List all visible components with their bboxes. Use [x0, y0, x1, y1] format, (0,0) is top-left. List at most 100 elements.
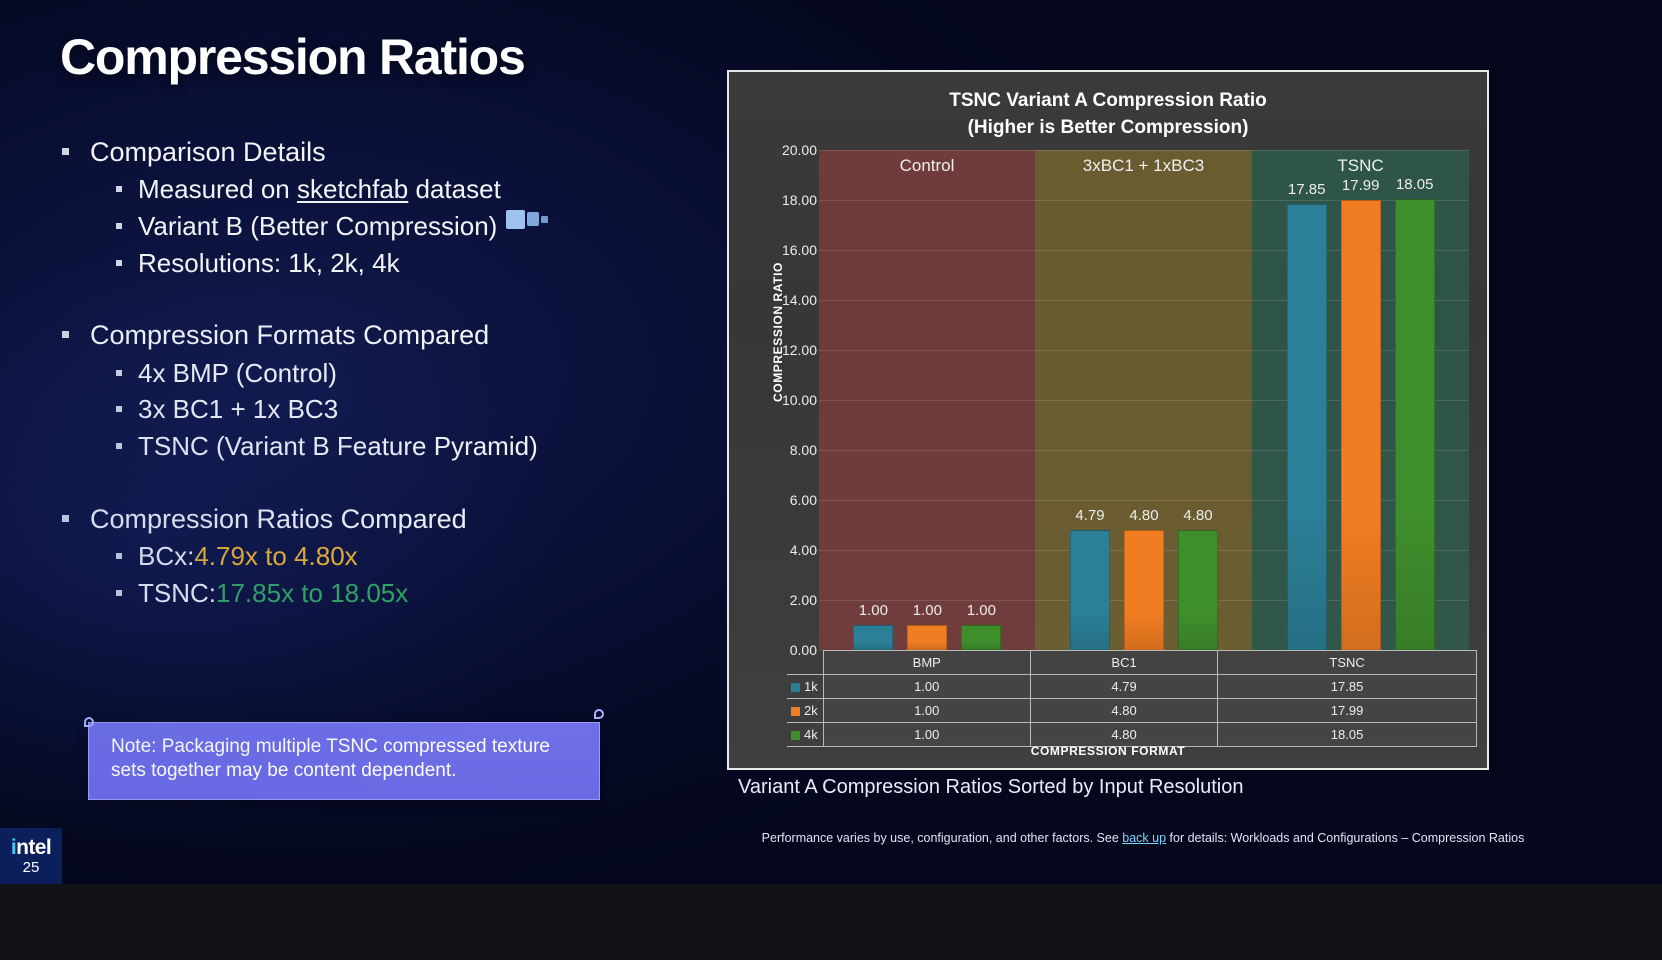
- y-axis-tick: 8.00: [789, 442, 817, 458]
- table-header-row: BMP BC1 TSNC: [787, 650, 1477, 675]
- bar-bmp-1k: 1.00: [853, 602, 894, 650]
- bar-bc1-1k: 4.79: [1070, 507, 1110, 650]
- bullet-square-icon: [116, 186, 122, 193]
- note-callout: Note: Packaging multiple TSNC compressed…: [84, 709, 604, 800]
- legend-swatch-icon: [791, 707, 800, 716]
- bar-value-label: 17.85: [1287, 180, 1326, 198]
- band-control: Control: [819, 150, 1035, 650]
- page-title: Compression Ratios: [60, 29, 526, 85]
- bar-value-label: 18.05: [1395, 175, 1434, 193]
- intel-year: 25: [22, 859, 40, 876]
- bar-tsnc-1k: 17.85: [1286, 181, 1327, 650]
- bullet-text: TSNC (Variant B Feature Pyramid): [138, 431, 538, 462]
- y-axis-tick: 18.00: [781, 192, 817, 208]
- sketchfab-emphasis: sketchfab: [296, 174, 409, 205]
- table-row: 1k 1.00 4.79 17.85: [787, 674, 1477, 699]
- chart-title-line1: TSNC Variant A Compression Ratio: [949, 90, 1267, 111]
- bullet-square-icon: [62, 331, 69, 339]
- chart-panel: TSNC Variant A Compression Ratio (Higher…: [727, 70, 1489, 770]
- table-row-header-1k: 1k: [787, 674, 824, 699]
- y-axis-tick: 16.00: [781, 242, 817, 258]
- legend-swatch-icon: [791, 683, 800, 692]
- bullet-resolutions: Resolutions: 1k, 2k, 4k: [58, 247, 718, 281]
- y-axis-tick: 10.00: [781, 392, 817, 408]
- band-label: Control: [899, 156, 955, 175]
- note-corner-icon: [594, 709, 604, 719]
- bullet-ratios-compared: Compression Ratios Compared: [58, 502, 718, 537]
- bullet-variant-b: Variant B (Better Compression): [58, 209, 718, 244]
- bar-bmp-4k: 1.00: [961, 602, 1002, 650]
- bullet-text: 3x BC1 + 1x BC3: [138, 394, 339, 425]
- bullet-tsnc-pyramid: TSNC (Variant B Feature Pyramid): [58, 430, 718, 464]
- table-row-header-2k: 2k: [787, 698, 824, 723]
- bar-value-label: 4.79: [1075, 507, 1105, 525]
- bullet-square-icon: [116, 259, 122, 266]
- bar-value-label: 17.99: [1341, 177, 1380, 195]
- table-cell: 18.05: [1217, 722, 1477, 747]
- table-cell: 17.85: [1217, 674, 1477, 699]
- disclaimer-text: Performance varies by use, configuration…: [748, 831, 1538, 845]
- gridline: [819, 150, 1469, 151]
- bar-tsnc-2k: 17.99: [1340, 177, 1381, 650]
- table-cell: 4.80: [1029, 722, 1219, 747]
- gridline: [819, 400, 1469, 401]
- table-cell: 1.00: [822, 698, 1031, 723]
- y-axis-tick: 12.00: [781, 342, 817, 358]
- bar-value-label: 1.00: [858, 602, 888, 619]
- gridline: [819, 200, 1469, 201]
- table-column-header: BMP: [822, 650, 1031, 675]
- bullet-text: Compression Ratios Compared: [90, 503, 467, 534]
- table-cell: 4.80: [1029, 698, 1219, 723]
- bar-bc1-4k: 4.80: [1178, 507, 1218, 650]
- bullet-tsnc-ratio: TSNC: 17.85x to 18.05x: [58, 577, 718, 611]
- bar-bc1-2k: 4.80: [1124, 507, 1164, 650]
- x-axis-label: COMPRESSION FORMAT: [1030, 744, 1186, 758]
- bullet-text: Measured on sketchfab dataset: [138, 174, 501, 205]
- bullet-square-icon: [62, 514, 69, 522]
- bullet-text: Variant B (Better Compression): [138, 210, 498, 241]
- intel-wordmark: intel: [10, 836, 52, 859]
- bar-bmp-2k: 1.00: [907, 602, 948, 650]
- bullet-square-icon: [116, 553, 122, 560]
- y-axis-tick: 0.00: [789, 642, 817, 658]
- bullet-text: 4x BMP (Control): [138, 357, 337, 388]
- table-cell: 1.00: [822, 674, 1031, 699]
- table-cell: 4.79: [1029, 674, 1219, 699]
- chart-title: TSNC Variant A Compression Ratio (Higher…: [729, 88, 1487, 142]
- table-corner-cell: [787, 651, 823, 675]
- bar-value-label: 4.80: [1183, 507, 1213, 524]
- tsnc-ratio-value: 17.85x to 18.05x: [216, 577, 409, 608]
- bcx-ratio-value: 4.79x to 4.80x: [194, 541, 358, 572]
- gridline: [819, 250, 1469, 251]
- slide-canvas: Compression Ratios Comparison Details Me…: [0, 0, 1662, 884]
- slide-left-column: Compression Ratios Comparison Details Me…: [0, 0, 730, 884]
- note-corner-icon: [84, 717, 94, 727]
- bullet-square-icon: [116, 589, 122, 596]
- back-up-link[interactable]: back up: [1122, 831, 1167, 845]
- table-column-header: BC1: [1029, 650, 1219, 675]
- bullet-bcx-ratio: BCx: 4.79x to 4.80x: [58, 540, 718, 574]
- bullet-measured-on-sketchfab: Measured on sketchfab dataset: [58, 173, 718, 207]
- bullet-square-icon: [116, 443, 122, 450]
- intel-logo-badge: intel 25: [0, 828, 62, 884]
- y-axis-tick: 2.00: [789, 592, 817, 608]
- table-cell: 1.00: [822, 722, 1031, 747]
- y-axis-tick: 20.00: [781, 142, 817, 158]
- bullet-square-icon: [116, 369, 122, 376]
- chart-title-line2: (Higher is Better Compression): [967, 116, 1249, 138]
- bullet-square-icon: [116, 406, 122, 413]
- bar-tsnc-4k: 18.05: [1394, 176, 1435, 650]
- bullet-comparison-details: Comparison Details: [58, 135, 718, 170]
- chart-data-table: BMP BC1 TSNC 1k 1.00 4.79 17.85 2k 1.00 4.80 17.99…: [787, 650, 1477, 747]
- bullet-text: TSNC:: [138, 577, 216, 608]
- bullet-text: BCx:: [138, 541, 195, 572]
- bullet-text: Resolutions: 1k, 2k, 4k: [138, 247, 400, 278]
- bullet-4x-bmp: 4x BMP (Control): [58, 357, 718, 391]
- table-row: 2k 1.00 4.80 17.99: [787, 698, 1477, 723]
- chart-caption: Variant A Compression Ratios Sorted by I…: [738, 776, 1244, 798]
- band-label: 3xBC1 + 1xBC3: [1082, 156, 1205, 175]
- band-label: TSNC: [1337, 156, 1384, 175]
- disclaimer-before: Performance varies by use, configuration…: [761, 831, 1123, 845]
- y-axis-tick: 14.00: [781, 292, 817, 308]
- legend-swatch-icon: [791, 731, 800, 740]
